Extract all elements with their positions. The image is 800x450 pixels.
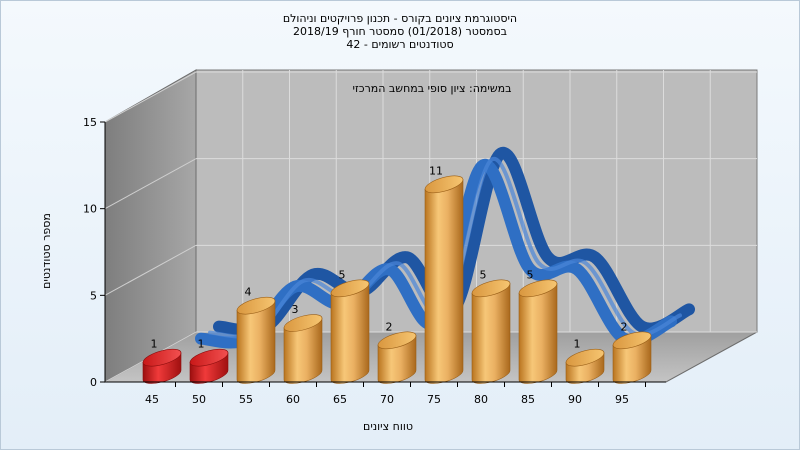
bar-top	[518, 279, 558, 298]
grid-line-y-side	[104, 158, 197, 210]
data-label: 2	[621, 320, 628, 333]
y-axis-ticks: 0 5 10 15	[83, 116, 105, 389]
bar-top	[424, 175, 464, 194]
bar-65	[330, 279, 370, 384]
grid-line-y-side	[104, 71, 197, 123]
data-label: 5	[527, 268, 534, 281]
x-tick-label: 80	[474, 393, 488, 406]
data-label: 3	[292, 303, 299, 316]
data-label: 1	[151, 338, 158, 351]
grid-line-y-side	[104, 244, 197, 296]
bar-60	[283, 314, 323, 384]
chart-title-line-1: היסטוגרמת ציונים בקורס - תכנון פרויקטים …	[282, 12, 518, 25]
data-label: 2	[386, 320, 393, 333]
bar-body	[424, 179, 464, 384]
chart-title-line-3: סטודנטים רשומים - 42	[346, 38, 454, 51]
bar-top	[471, 279, 511, 298]
bar-top	[565, 348, 605, 367]
data-label: 1	[574, 338, 581, 351]
bar-top	[142, 348, 182, 367]
x-tick-label: 45	[145, 393, 159, 406]
bar-85	[518, 279, 558, 384]
y-axis-label: מספר סטודנטים	[40, 213, 53, 289]
x-tick-label: 75	[427, 393, 441, 406]
y-tick-label: 15	[83, 116, 97, 129]
bar-55	[236, 296, 276, 384]
bar-top	[283, 314, 323, 332]
x-tick-label: 90	[568, 393, 582, 406]
bar-45	[142, 348, 182, 384]
x-tick-label: 55	[239, 393, 253, 406]
x-axis-label: טווח ציונים	[363, 420, 413, 433]
x-tick-label: 95	[615, 393, 629, 406]
x-tick-label: 50	[192, 393, 206, 406]
bar-top	[377, 331, 417, 350]
x-tick-label: 65	[333, 393, 347, 406]
bar-body	[471, 283, 511, 384]
data-label: 1	[198, 338, 205, 351]
bar-top	[330, 279, 370, 298]
bar-top	[236, 296, 276, 315]
y-tick-label: 5	[90, 289, 97, 302]
bar-top	[189, 348, 229, 367]
x-axis-ticks: 45 50 55 60 65 70 75 80 85 90 95	[145, 382, 646, 406]
bar-top	[612, 331, 652, 350]
ribbon-back-band	[213, 147, 695, 337]
left-wall	[104, 69, 197, 383]
gridlines	[104, 70, 757, 383]
data-label: 11	[429, 164, 443, 177]
bar-75	[424, 175, 464, 384]
y-tick-label: 0	[90, 376, 97, 389]
bar-80	[471, 279, 511, 384]
bar-body	[518, 283, 558, 384]
x-tick-label: 85	[521, 393, 535, 406]
x-tick-label: 60	[286, 393, 300, 406]
x-tick-label: 70	[380, 393, 394, 406]
data-label: 4	[245, 286, 252, 299]
data-label: 5	[480, 268, 487, 281]
bars-layer	[142, 175, 652, 384]
y-tick-label: 10	[83, 203, 97, 216]
bar-body	[330, 283, 370, 384]
chart-title-line-2: בסמסטר (01/2018) סמסטר חורף 2018/19	[293, 25, 507, 38]
bar-70	[377, 331, 417, 384]
chart-subtitle: במשימה: ציון סופי במחשב המרכזי	[352, 82, 511, 95]
data-label: 5	[339, 268, 346, 281]
